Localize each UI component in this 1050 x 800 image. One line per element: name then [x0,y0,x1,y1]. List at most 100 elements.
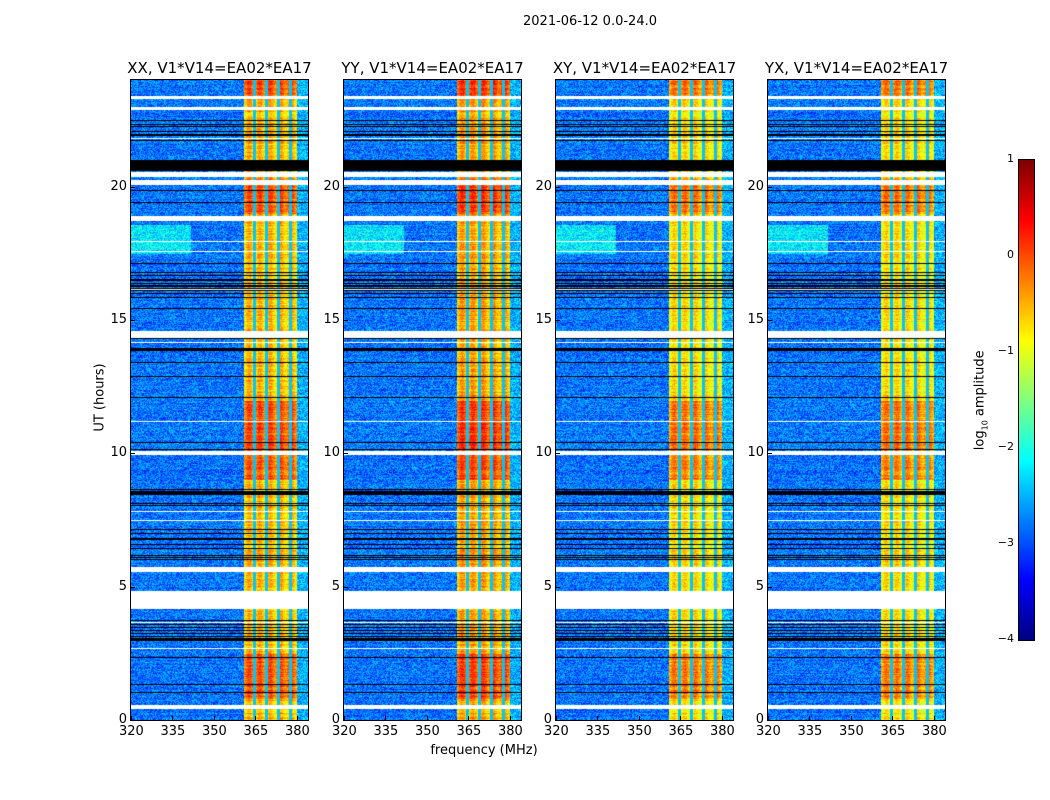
x-tick-mark [344,716,345,720]
figure-title: 2021-06-12 0.0-24.0 [523,14,657,29]
y-tick-label: 15 [110,312,127,327]
x-tick-label: 350 [201,724,227,739]
spectrogram-panel [767,79,946,721]
y-tick-mark [768,586,772,588]
colorbar-tick-label: 1 [1007,152,1014,165]
x-tick-mark [556,716,557,720]
y-tick-mark [768,720,772,721]
x-tick-label: 380 [497,724,523,739]
x-tick-label: 350 [838,724,864,739]
y-tick-mark [344,320,348,321]
spectrogram-image [131,80,308,720]
x-tick-label: 350 [414,724,440,739]
y-tick-mark [556,453,560,455]
y-axis-label: UT (hours) [92,363,108,432]
panel-title: YY, V1*V14=EA02*EA17 [341,59,524,77]
x-tick-label: 320 [119,724,144,739]
x-tick-mark [680,716,682,720]
spectrogram-panel [343,79,522,721]
x-tick-mark [385,716,387,720]
x-tick-mark [809,716,811,720]
x-tick-mark [892,716,894,720]
y-tick-mark [556,320,560,321]
y-tick-mark [344,586,348,588]
colorbar-tick-label: 0 [1007,248,1014,261]
x-tick-label: 365 [880,724,906,739]
y-tick-mark [344,186,348,188]
y-tick-mark [344,453,348,455]
colorbar-tick-label: −3 [997,536,1014,549]
x-tick-label: 320 [544,724,569,739]
y-tick-mark [131,720,135,721]
y-tick-label: 0 [543,712,552,727]
x-tick-mark [768,716,769,720]
x-tick-label: 335 [160,724,186,739]
x-tick-label: 380 [921,724,947,739]
x-tick-label: 350 [626,724,652,739]
x-tick-label: 365 [668,724,694,739]
x-axis-label: frequency (MHz) [430,743,538,758]
colorbar-tick-label: −4 [997,632,1014,645]
x-tick-label: 365 [243,724,269,739]
y-tick-label: 20 [747,178,764,194]
y-tick-label: 5 [543,578,552,594]
colorbar-tick-label: −1 [997,344,1014,357]
y-tick-label: 0 [331,712,340,727]
x-tick-mark [721,716,723,720]
x-tick-mark [850,716,852,720]
panel-title: XY, V1*V14=EA02*EA17 [552,59,737,77]
x-tick-mark [172,716,174,720]
y-tick-mark [131,320,135,321]
y-tick-label: 5 [118,578,127,594]
x-tick-mark [509,716,511,720]
x-tick-label: 335 [797,724,823,739]
y-tick-label: 20 [110,178,127,194]
y-tick-label: 15 [747,312,764,327]
y-tick-mark [768,320,772,321]
x-tick-label: 365 [456,724,482,739]
panel-title: YX, V1*V14=EA02*EA17 [764,59,949,77]
y-tick-mark [131,186,135,188]
x-tick-mark [933,716,935,720]
y-tick-label: 0 [755,712,764,727]
x-tick-mark [131,716,132,720]
y-tick-label: 10 [110,445,127,461]
y-tick-label: 10 [747,445,764,461]
x-tick-label: 320 [756,724,781,739]
x-tick-label: 380 [284,724,310,739]
y-tick-label: 15 [535,312,552,327]
y-tick-mark [344,720,348,721]
y-tick-label: 20 [535,178,552,194]
x-tick-label: 320 [332,724,357,739]
panel-title: XX, V1*V14=EA02*EA17 [127,59,312,77]
y-tick-label: 5 [331,578,340,594]
y-tick-label: 20 [323,178,340,194]
spectrogram-panel [555,79,734,721]
spectrogram-image [768,80,945,720]
y-tick-mark [556,186,560,188]
y-tick-label: 10 [535,445,552,461]
spectrogram-image [344,80,521,720]
x-tick-mark [426,716,428,720]
y-tick-mark [556,720,560,721]
x-tick-label: 335 [585,724,611,739]
y-tick-label: 5 [755,578,764,594]
y-tick-mark [556,586,560,588]
colorbar-gradient [1019,160,1034,640]
y-tick-mark [131,586,135,588]
spectrogram-image [556,80,733,720]
y-tick-mark [131,453,135,455]
y-tick-label: 15 [323,312,340,327]
y-tick-mark [768,453,772,455]
x-tick-mark [213,716,215,720]
x-tick-label: 380 [709,724,735,739]
x-tick-mark [638,716,640,720]
spectrogram-panel [130,79,309,721]
colorbar [1018,159,1035,641]
y-tick-mark [768,186,772,188]
x-tick-mark [468,716,470,720]
y-tick-label: 10 [323,445,340,461]
colorbar-tick-label: −2 [997,440,1014,453]
y-tick-label: 0 [118,712,127,727]
x-tick-mark [255,716,257,720]
